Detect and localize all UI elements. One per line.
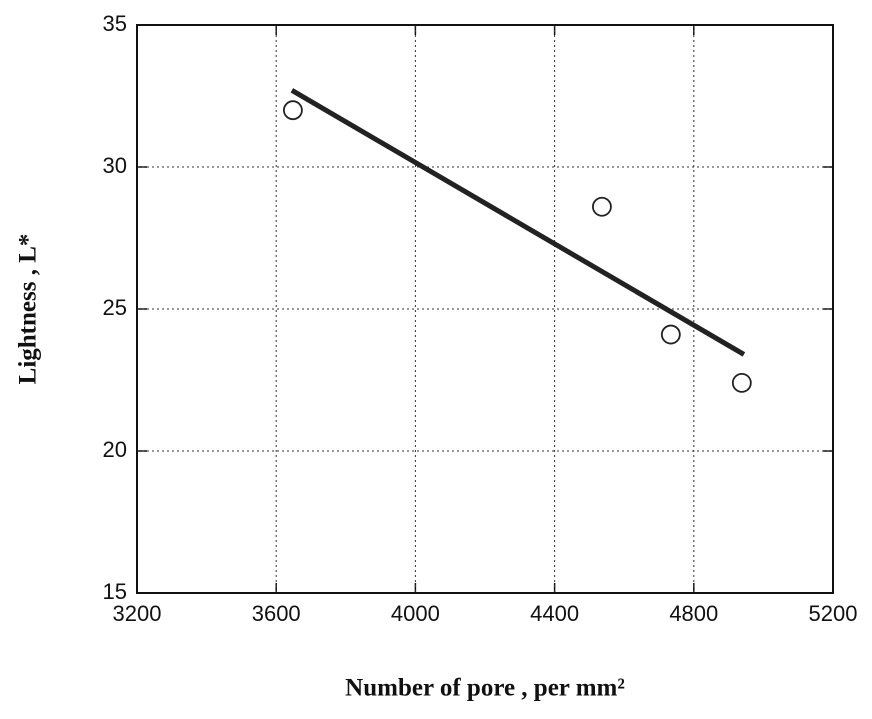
x-tick-label: 4400	[530, 601, 579, 626]
data-point	[731, 372, 752, 393]
y-tick-label: 25	[103, 295, 127, 320]
data-point	[592, 196, 612, 217]
fit-line	[290, 88, 746, 357]
x-tick-label: 3200	[113, 601, 162, 626]
x-tick-label: 3600	[252, 601, 301, 626]
data-point	[283, 100, 303, 121]
x-tick-label: 4800	[669, 601, 718, 626]
x-tick-label: 4000	[391, 601, 440, 626]
x-tick-label: 5200	[809, 601, 858, 626]
data-point	[660, 324, 681, 345]
plot-frame	[136, 24, 834, 594]
x-axis-title: Number of pore , per mm²	[345, 675, 625, 702]
y-tick-label: 35	[103, 11, 127, 36]
y-axis-title: Lightness , L*	[15, 234, 42, 385]
y-tick-label: 15	[103, 579, 127, 604]
y-tick-label: 20	[103, 437, 127, 462]
y-tick-label: 30	[103, 153, 127, 178]
